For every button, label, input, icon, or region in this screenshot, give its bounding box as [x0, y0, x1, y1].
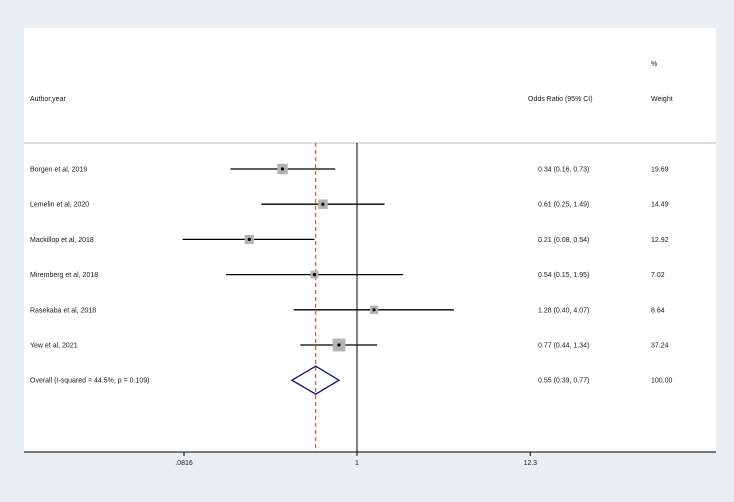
overall-label: Overall (I-squared = 44.5%, p = 0.109)	[30, 378, 149, 385]
study-point	[372, 308, 376, 312]
study-point	[321, 202, 325, 206]
study-weight: 19.69	[651, 167, 669, 174]
study-ci-text: 0.77 (0.44, 1.34)	[538, 343, 589, 350]
x-tick-label: 1	[355, 460, 359, 467]
study-label: Yew et al, 2021	[30, 343, 78, 350]
study-ci-text: 0.21 (0.08, 0.54)	[538, 237, 589, 244]
study-label: Mackillop et al, 2018	[30, 237, 94, 244]
header-weight-label: Weight	[651, 96, 673, 103]
study-label: Miremberg et al, 2018	[30, 272, 98, 279]
x-tick-label: .0816	[175, 460, 193, 467]
study-ci-text: 0.34 (0.16, 0.73)	[538, 167, 589, 174]
study-weight: 37.24	[651, 343, 669, 350]
overall-diamond	[290, 365, 341, 396]
overall-ci-text: 0.55 (0.39, 0.77)	[538, 378, 589, 385]
overall-weight: 100.00	[651, 378, 673, 385]
header-study-label: Author,year	[30, 96, 66, 103]
header-effect-label: Odds Ratio (95% CI)	[528, 96, 593, 103]
study-ci-text: 0.61 (0.25, 1.49)	[538, 202, 589, 209]
study-label: Lemelin et al, 2020	[30, 202, 89, 209]
study-ci-text: 0.54 (0.15, 1.95)	[538, 272, 589, 279]
study-weight: 14.49	[651, 202, 669, 209]
study-ci-text: 1.28 (0.40, 4.07)	[538, 307, 589, 314]
study-weight: 12.92	[651, 237, 669, 244]
study-label: Borgen et al, 2019	[30, 167, 87, 174]
study-point	[247, 237, 251, 241]
study-point	[312, 273, 317, 277]
study-weight: 7.02	[651, 272, 665, 279]
forest-marks: Borgen et al, 2019 0.34 (0.16, 0.73) 19.69…	[30, 143, 673, 467]
study-label: Rasekaba et al, 2018	[30, 307, 96, 314]
x-tick-label: 12.3	[523, 460, 537, 467]
study-point	[280, 167, 285, 171]
study-weight: 8.64	[651, 307, 665, 314]
plot-panel	[24, 28, 716, 452]
header-weight-symbol: %	[651, 61, 657, 68]
study-point	[337, 343, 341, 347]
